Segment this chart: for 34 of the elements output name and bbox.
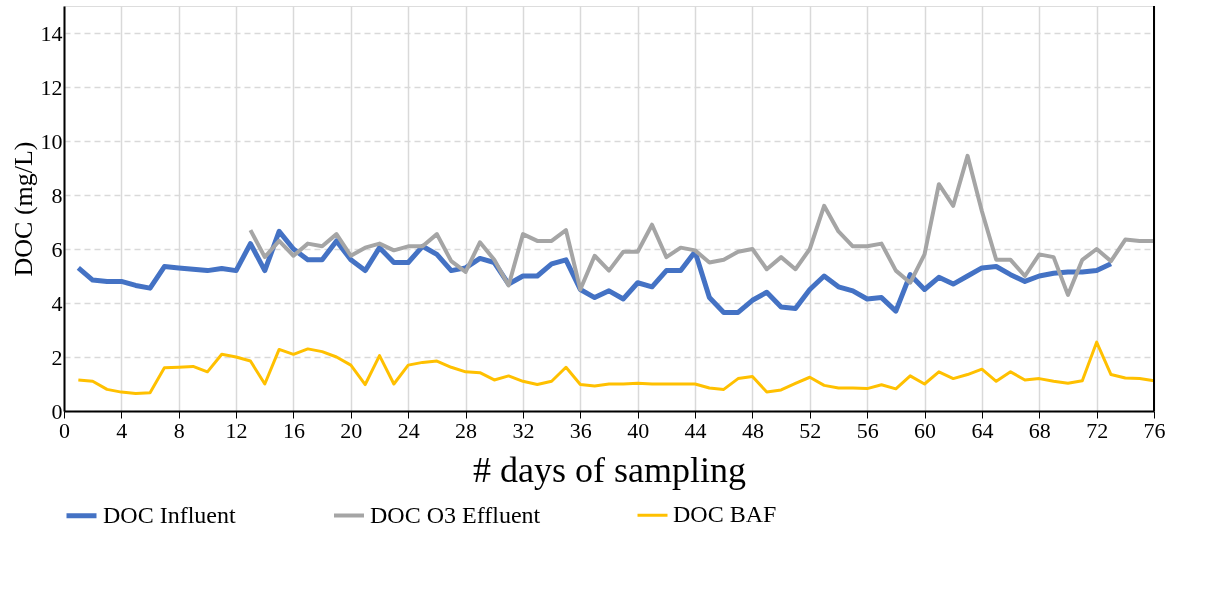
x-tick-label: 64: [971, 417, 994, 443]
x-tick-label: 68: [1028, 417, 1051, 443]
x-tick-label: 32: [512, 417, 535, 443]
x-axis-title: # days of sampling: [473, 449, 746, 490]
line-series: [76, 340, 1156, 395]
x-tick-label: 8: [173, 417, 185, 443]
y-tick-label: 12: [40, 74, 63, 100]
y-tick-label: 4: [51, 290, 63, 316]
x-tick-label: 16: [282, 417, 305, 443]
y-tick-label: 0: [51, 398, 63, 424]
x-tick-label: 40: [627, 417, 650, 443]
legend-label: DOC BAF: [673, 501, 777, 528]
y-tick-label: 10: [40, 128, 63, 154]
y-tick-label: 14: [40, 20, 63, 46]
legend-label: DOC O3 Effluent: [370, 501, 541, 528]
x-tick-label: 20: [340, 417, 363, 443]
y-tick-label: 2: [51, 344, 63, 370]
x-tick-label: 36: [569, 417, 592, 443]
x-tick-label: 72: [1086, 417, 1109, 443]
x-tick-label: 4: [116, 417, 128, 443]
x-tick-label: 12: [225, 417, 248, 443]
y-axis-title: DOC (mg/L): [8, 141, 38, 277]
x-tick-label: 76: [1143, 417, 1166, 443]
y-tick-label: 6: [51, 236, 63, 262]
legend-label: DOC Influent: [103, 501, 236, 528]
x-tick-label: 48: [741, 417, 764, 443]
line-series: [248, 153, 1156, 297]
x-tick-label: 24: [397, 417, 420, 443]
x-tick-label: 56: [856, 417, 879, 443]
y-tick-label: 8: [51, 182, 63, 208]
x-tick-label: 44: [684, 417, 707, 443]
x-tick-label: 28: [455, 417, 478, 443]
x-tick-label: 60: [914, 417, 937, 443]
x-tick-label: 52: [799, 417, 822, 443]
